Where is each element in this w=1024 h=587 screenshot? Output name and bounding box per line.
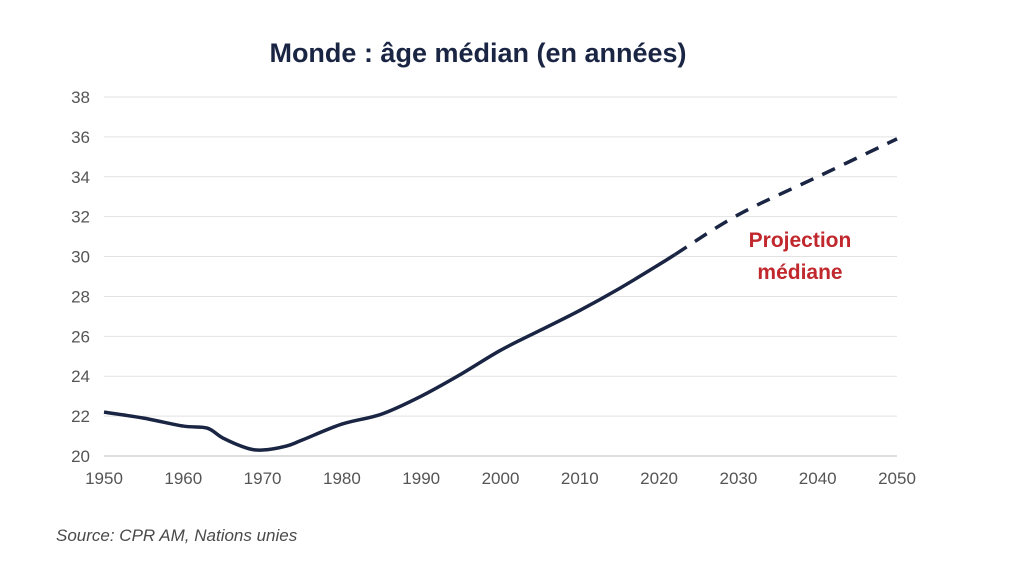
- y-tick-label: 20: [71, 447, 90, 466]
- x-tick-label: 1950: [85, 469, 123, 488]
- chart-title: Monde : âge médian (en années): [269, 38, 687, 68]
- x-tick-label: 2040: [799, 469, 837, 488]
- y-tick-label: 28: [71, 287, 90, 306]
- x-tick-label: 2000: [482, 469, 520, 488]
- projection-annotation-line1: Projection: [749, 229, 852, 252]
- y-tick-label: 24: [71, 367, 90, 386]
- y-tick-label: 30: [71, 248, 90, 267]
- projection-line: [674, 137, 898, 257]
- x-tick-label: 2010: [561, 469, 599, 488]
- x-tick-label: 1980: [323, 469, 361, 488]
- historical-line: [103, 253, 676, 452]
- y-tick-label: 22: [71, 407, 90, 426]
- annotations: Projection médiane: [749, 229, 852, 284]
- y-axis: 20 22 24 26 28 30 32 34 36 38: [71, 88, 90, 466]
- y-tick-label: 32: [71, 208, 90, 227]
- y-tick-label: 36: [71, 128, 90, 147]
- x-tick-label: 1990: [402, 469, 440, 488]
- x-axis: 1950 1960 1970 1980 1990 2000 2010 2020 2030 2040…: [85, 469, 916, 488]
- grid-lines: [104, 96, 897, 457]
- x-tick-label: 2050: [878, 469, 916, 488]
- source-note: Source: CPR AM, Nations unies: [56, 526, 298, 545]
- projection-annotation-line2: médiane: [757, 261, 842, 284]
- x-tick-label: 2020: [640, 469, 678, 488]
- x-tick-label: 2030: [719, 469, 757, 488]
- x-tick-label: 1960: [164, 469, 202, 488]
- y-tick-label: 26: [71, 327, 90, 346]
- x-tick-label: 1970: [244, 469, 282, 488]
- y-tick-label: 38: [71, 88, 90, 107]
- series-lines: [103, 137, 898, 452]
- y-tick-label: 34: [71, 168, 90, 187]
